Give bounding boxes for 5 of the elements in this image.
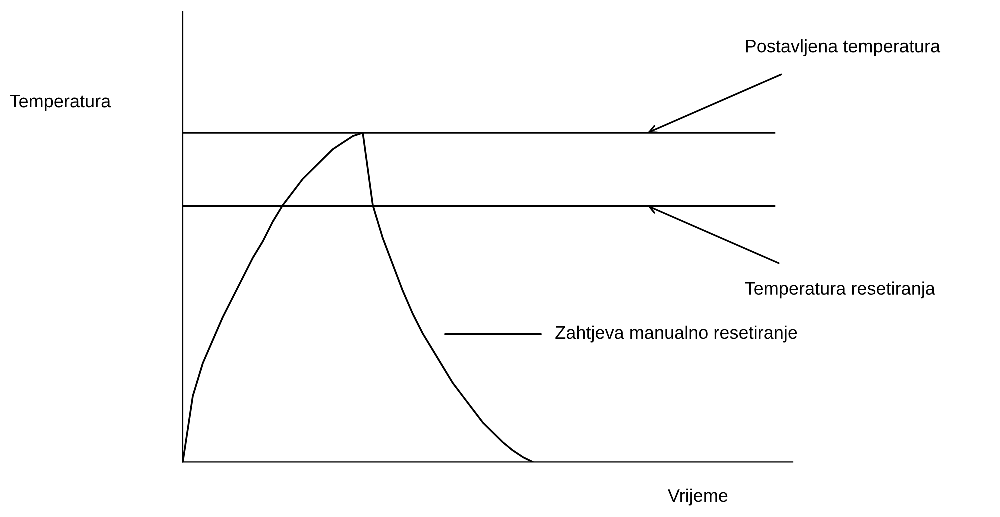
x-axis-title: Vrijeme (668, 488, 728, 506)
y-axis-title: Temperatura (10, 95, 112, 112)
ref-line-label: Postavljena temperatura (746, 40, 941, 56)
ref-line-label: Temperatura resetiranja (745, 282, 936, 299)
annotation: Zahtjeva manualno resetiranje (556, 326, 798, 343)
